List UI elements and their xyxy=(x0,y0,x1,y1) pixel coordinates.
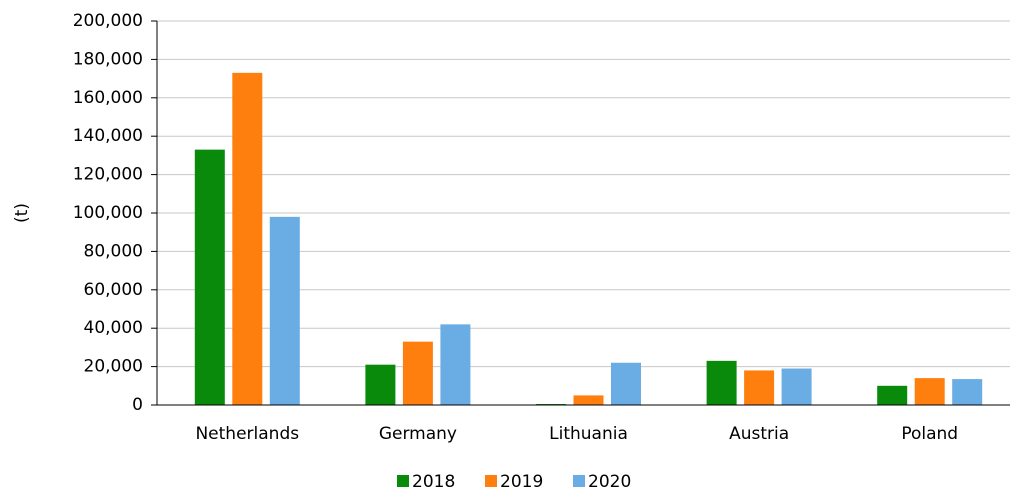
y-tick-label: 140,000 xyxy=(73,126,143,146)
bar xyxy=(706,360,737,405)
bar xyxy=(952,379,983,405)
bar xyxy=(744,370,775,405)
x-tick-label: Lithuania xyxy=(549,424,628,444)
y-tick-label: 40,000 xyxy=(84,318,143,338)
legend-swatch xyxy=(397,475,409,487)
bar xyxy=(440,324,471,405)
y-axis-label: (t) xyxy=(12,203,32,223)
y-tick-label: 180,000 xyxy=(73,49,143,69)
y-tick-label: 200,000 xyxy=(73,11,143,31)
x-tick-label: Poland xyxy=(901,424,958,444)
x-tick-label: Netherlands xyxy=(195,424,299,444)
legend-swatch xyxy=(485,475,497,487)
y-tick-label: 0 xyxy=(132,395,143,415)
legend-label: 2020 xyxy=(588,472,631,492)
x-tick-label: Germany xyxy=(379,424,457,444)
legend-label: 2019 xyxy=(500,472,543,492)
bar xyxy=(402,341,433,405)
bar xyxy=(877,385,908,405)
bar xyxy=(232,72,263,405)
y-tick-label: 100,000 xyxy=(73,203,143,223)
x-tick-label: Austria xyxy=(729,424,789,444)
y-tick-label: 120,000 xyxy=(73,165,143,185)
bar xyxy=(194,149,225,405)
bar xyxy=(365,364,396,405)
bar xyxy=(269,216,300,405)
bar xyxy=(573,395,604,405)
y-tick-label: 20,000 xyxy=(84,357,143,377)
y-tick-label: 160,000 xyxy=(73,88,143,108)
legend-swatch xyxy=(573,475,585,487)
bar xyxy=(611,362,641,405)
legend-label: 2018 xyxy=(412,472,455,492)
y-tick-label: 60,000 xyxy=(84,280,143,300)
y-tick-label: 80,000 xyxy=(84,241,143,261)
bar xyxy=(781,368,812,405)
bar xyxy=(914,378,945,405)
